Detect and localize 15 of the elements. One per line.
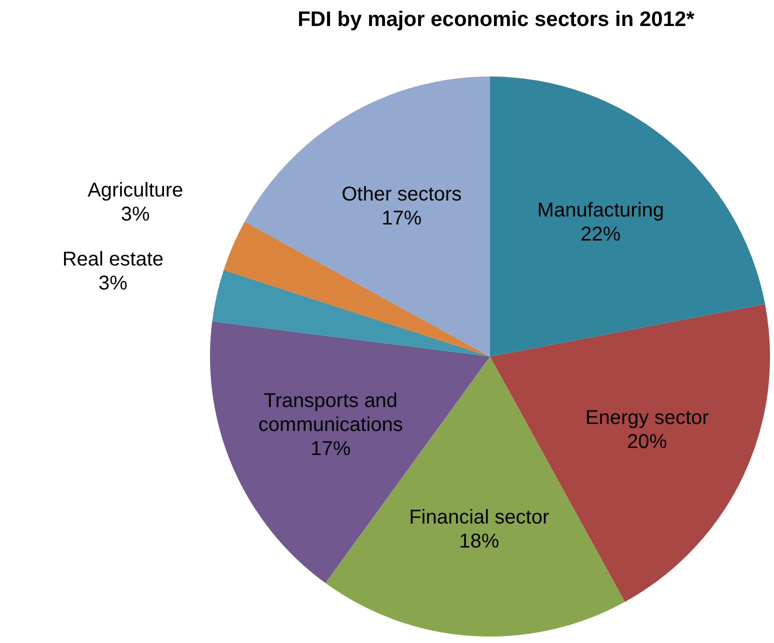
data-label: 18% (459, 530, 500, 552)
chart-title: FDI by major economic sectors in 2012* (296, 8, 696, 32)
data-label: 17% (382, 208, 422, 230)
data-label: 20% (627, 430, 668, 453)
slice-label: Energy sector (585, 406, 710, 429)
slice-label: Agriculture (88, 180, 184, 202)
data-label: 3% (120, 204, 150, 226)
slice-label: Real estate (62, 248, 164, 271)
slice-label: Financial sector (409, 506, 550, 528)
data-label: 3% (98, 272, 128, 295)
slice-label: Manufacturing (537, 199, 664, 222)
data-label: 22% (580, 223, 621, 246)
slice-label: Transports and communications (258, 390, 403, 436)
slice-label: Other sectors (342, 184, 462, 206)
data-label: 17% (310, 438, 351, 460)
